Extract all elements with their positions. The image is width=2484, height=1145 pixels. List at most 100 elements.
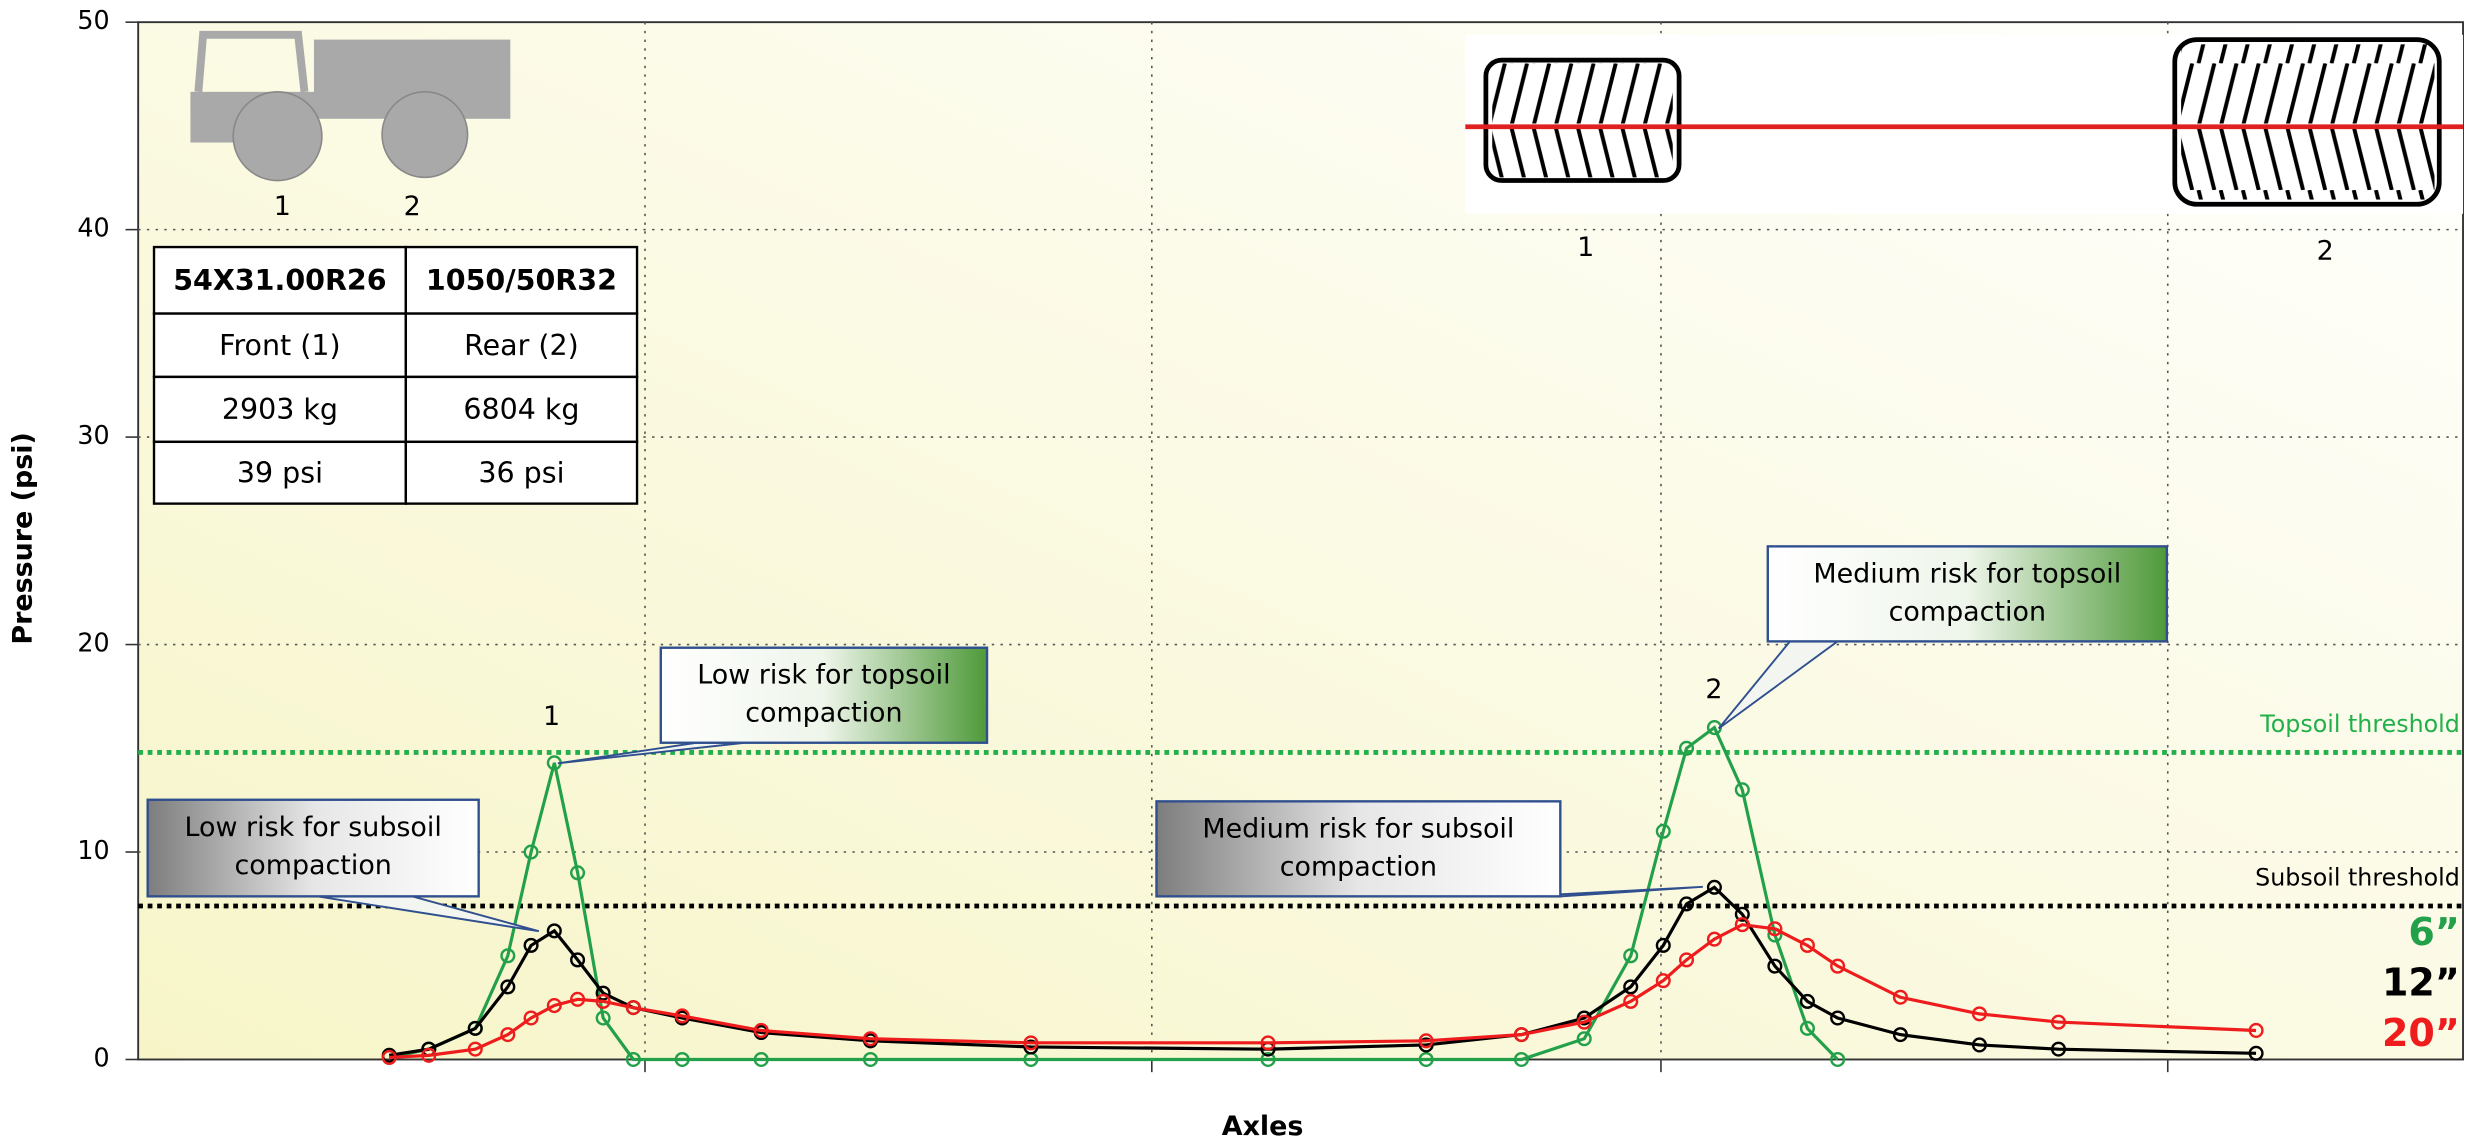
callout-text: Low risk for subsoil	[184, 812, 441, 843]
data-point	[1678, 896, 1695, 912]
data-point	[570, 952, 586, 968]
callout-box	[659, 646, 989, 744]
data-point	[753, 1022, 769, 1038]
data-point	[1260, 1035, 1276, 1051]
data-point	[1023, 1039, 1039, 1055]
table-cell	[404, 375, 639, 444]
table-text: Front (1)	[219, 329, 341, 362]
tire-label: 1	[1577, 232, 1594, 263]
y-tick-label: 30	[77, 420, 109, 450]
data-point	[1576, 1014, 1592, 1030]
callout-text: compaction	[745, 698, 902, 729]
data-point	[1655, 937, 1671, 953]
table-text: 39 psi	[237, 456, 323, 489]
x-axis-title: Axles	[1222, 1111, 1304, 1142]
data-point	[1734, 906, 1750, 922]
data-point	[570, 991, 586, 1007]
data-point	[1655, 973, 1671, 989]
data-point	[625, 1000, 641, 1016]
peak-label: 2	[1705, 674, 1722, 705]
callout-box	[1155, 800, 1562, 898]
tire-label: 2	[2317, 235, 2334, 266]
series-line	[388, 885, 2257, 1057]
data-point	[1971, 1006, 1987, 1022]
y-tick-label: 40	[77, 213, 109, 243]
callout-text: Medium risk for subsoil	[1202, 813, 1514, 844]
data-point	[1513, 1027, 1529, 1043]
data-point	[1830, 1051, 1846, 1068]
table-cell	[152, 440, 408, 505]
table-cell	[152, 245, 408, 315]
data-point	[570, 865, 586, 881]
data-point	[1799, 937, 1815, 953]
data-point	[1767, 921, 1783, 937]
data-point	[1706, 879, 1722, 895]
data-point	[1892, 989, 1908, 1005]
tractor-axle-label: 1	[274, 191, 291, 222]
data-point	[1734, 917, 1750, 933]
data-point	[2248, 1045, 2264, 1061]
callout-text: Medium risk for topsoil	[1813, 558, 2121, 589]
data-point	[674, 1008, 690, 1024]
data-point	[1830, 958, 1846, 974]
data-point	[625, 1051, 641, 1068]
data-point	[1678, 952, 1695, 968]
data-point	[1418, 1051, 1434, 1068]
data-point	[2248, 1022, 2264, 1038]
y-tick-label: 20	[77, 628, 109, 658]
y-tick-label: 50	[77, 5, 109, 35]
data-point	[546, 998, 562, 1014]
data-point	[2050, 1014, 2067, 1030]
data-point	[1576, 1031, 1592, 1047]
data-point	[1418, 1037, 1434, 1053]
data-point	[1418, 1033, 1434, 1049]
callout-box	[146, 798, 480, 898]
data-point	[467, 1020, 483, 1036]
data-point	[1767, 958, 1783, 974]
data-point	[1623, 948, 1639, 964]
y-axis-title: Pressure (psi)	[8, 432, 39, 644]
data-point	[595, 985, 611, 1001]
data-point	[753, 1051, 769, 1068]
data-point	[1513, 1051, 1529, 1068]
series-line	[388, 725, 1839, 1062]
data-point	[467, 1041, 483, 1057]
legend-entry: 20”	[2382, 1011, 2460, 1055]
threshold-label: Topsoil threshold	[2259, 710, 2460, 738]
data-point	[1830, 1010, 1846, 1026]
callout-box	[1766, 545, 2169, 643]
data-point	[381, 1049, 397, 1065]
legend-entry: 12”	[2382, 961, 2460, 1005]
tractor-axle-label: 2	[404, 191, 421, 222]
data-point	[1023, 1035, 1039, 1051]
data-point	[595, 993, 611, 1009]
legend-entry: 6”	[2408, 910, 2459, 954]
data-point	[546, 923, 562, 939]
data-point	[1623, 979, 1639, 995]
data-point	[523, 844, 539, 860]
table-cell	[152, 312, 408, 379]
data-point	[1971, 1037, 1987, 1053]
tire-diagram	[1465, 34, 2464, 214]
table-text: 6804 kg	[463, 393, 579, 426]
data-point	[1734, 782, 1750, 798]
data-point	[500, 948, 516, 964]
data-point	[595, 1010, 611, 1026]
table-text: 54X31.00R26	[173, 264, 386, 297]
data-point	[862, 1051, 879, 1068]
data-point	[1655, 823, 1671, 839]
callout-text: compaction	[1889, 596, 2046, 627]
y-tick-label: 0	[94, 1042, 110, 1072]
callout-text: compaction	[234, 850, 391, 881]
data-point	[1799, 1020, 1815, 1036]
threshold-label: Subsoil threshold	[2255, 864, 2460, 892]
data-point	[2050, 1041, 2067, 1057]
tractor-icon	[190, 30, 511, 182]
callout-text: compaction	[1280, 851, 1437, 882]
table-text: 1050/50R32	[426, 264, 617, 297]
table-text: 36 psi	[478, 456, 564, 489]
table-cell	[404, 440, 639, 505]
table-text: 2903 kg	[222, 393, 338, 426]
